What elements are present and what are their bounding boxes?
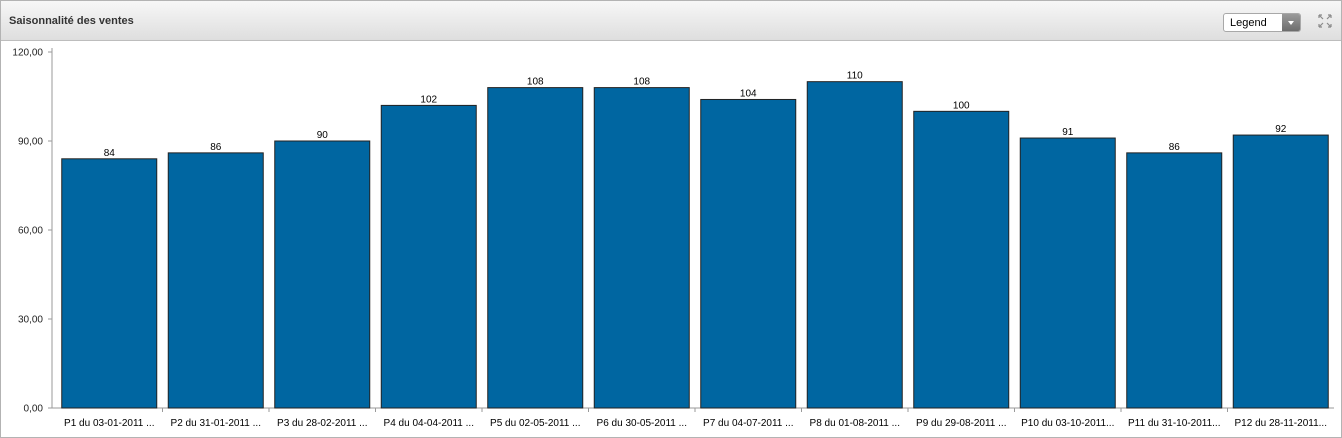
y-tick-label: 0,00 xyxy=(24,404,44,415)
bar xyxy=(1019,137,1116,409)
bar-value-label: 90 xyxy=(317,130,329,141)
bar-value-label: 84 xyxy=(104,148,116,159)
x-category-label: P9 du 29-08-2011 ... xyxy=(916,418,1006,429)
x-category-label: P2 du 31-01-2011 ... xyxy=(171,418,261,429)
bar-value-label: 92 xyxy=(1275,124,1287,135)
bar-value-label: 110 xyxy=(847,71,863,82)
bar xyxy=(700,98,797,409)
bar xyxy=(806,81,903,409)
bar xyxy=(593,87,690,409)
y-tick-label: 30,00 xyxy=(18,315,43,326)
bar xyxy=(913,110,1010,409)
bar xyxy=(380,104,477,409)
x-category-label: P10 du 03-10-2011... xyxy=(1021,418,1114,429)
bar xyxy=(167,152,264,409)
x-category-label: P7 du 04-07-2011 ... xyxy=(703,418,793,429)
bar-value-label: 104 xyxy=(740,88,757,99)
panel-title: Saisonnalité des ventes xyxy=(9,15,134,27)
x-category-label: P3 du 28-02-2011 ... xyxy=(277,418,367,429)
expand-arrows-icon[interactable] xyxy=(1317,13,1333,29)
bar-value-label: 91 xyxy=(1062,127,1074,138)
bar-value-label: 100 xyxy=(953,100,970,111)
legend-dropdown-value: Legend xyxy=(1230,17,1267,29)
x-category-label: P12 du 28-11-2011... xyxy=(1235,418,1327,429)
y-tick-label: 90,00 xyxy=(18,137,43,148)
legend-dropdown[interactable]: Legend xyxy=(1223,13,1301,32)
x-category-label: P6 du 30-05-2011 ... xyxy=(597,418,687,429)
bar-value-label: 102 xyxy=(420,94,437,105)
x-category-label: P1 du 03-01-2011 ... xyxy=(64,418,154,429)
bar xyxy=(1126,152,1223,409)
y-tick-label: 120,00 xyxy=(12,48,43,59)
bar xyxy=(1232,134,1329,409)
panel-header: Saisonnalité des ventes Legend xyxy=(1,1,1341,41)
x-category-label: P5 du 02-05-2011 ... xyxy=(490,418,580,429)
x-category-label: P11 du 31-10-2011... xyxy=(1128,418,1220,429)
bar xyxy=(487,87,584,409)
bar xyxy=(274,140,371,409)
bar-value-label: 108 xyxy=(633,77,650,88)
chevron-down-icon[interactable] xyxy=(1282,14,1300,31)
bar xyxy=(61,158,158,409)
y-tick-label: 60,00 xyxy=(18,226,43,237)
bar-value-label: 86 xyxy=(1169,142,1181,153)
x-category-label: P8 du 01-08-2011 ... xyxy=(810,418,900,429)
bar-value-label: 86 xyxy=(210,142,222,153)
x-category-label: P4 du 04-04-2011 ... xyxy=(384,418,474,429)
bar-value-label: 108 xyxy=(527,77,544,88)
